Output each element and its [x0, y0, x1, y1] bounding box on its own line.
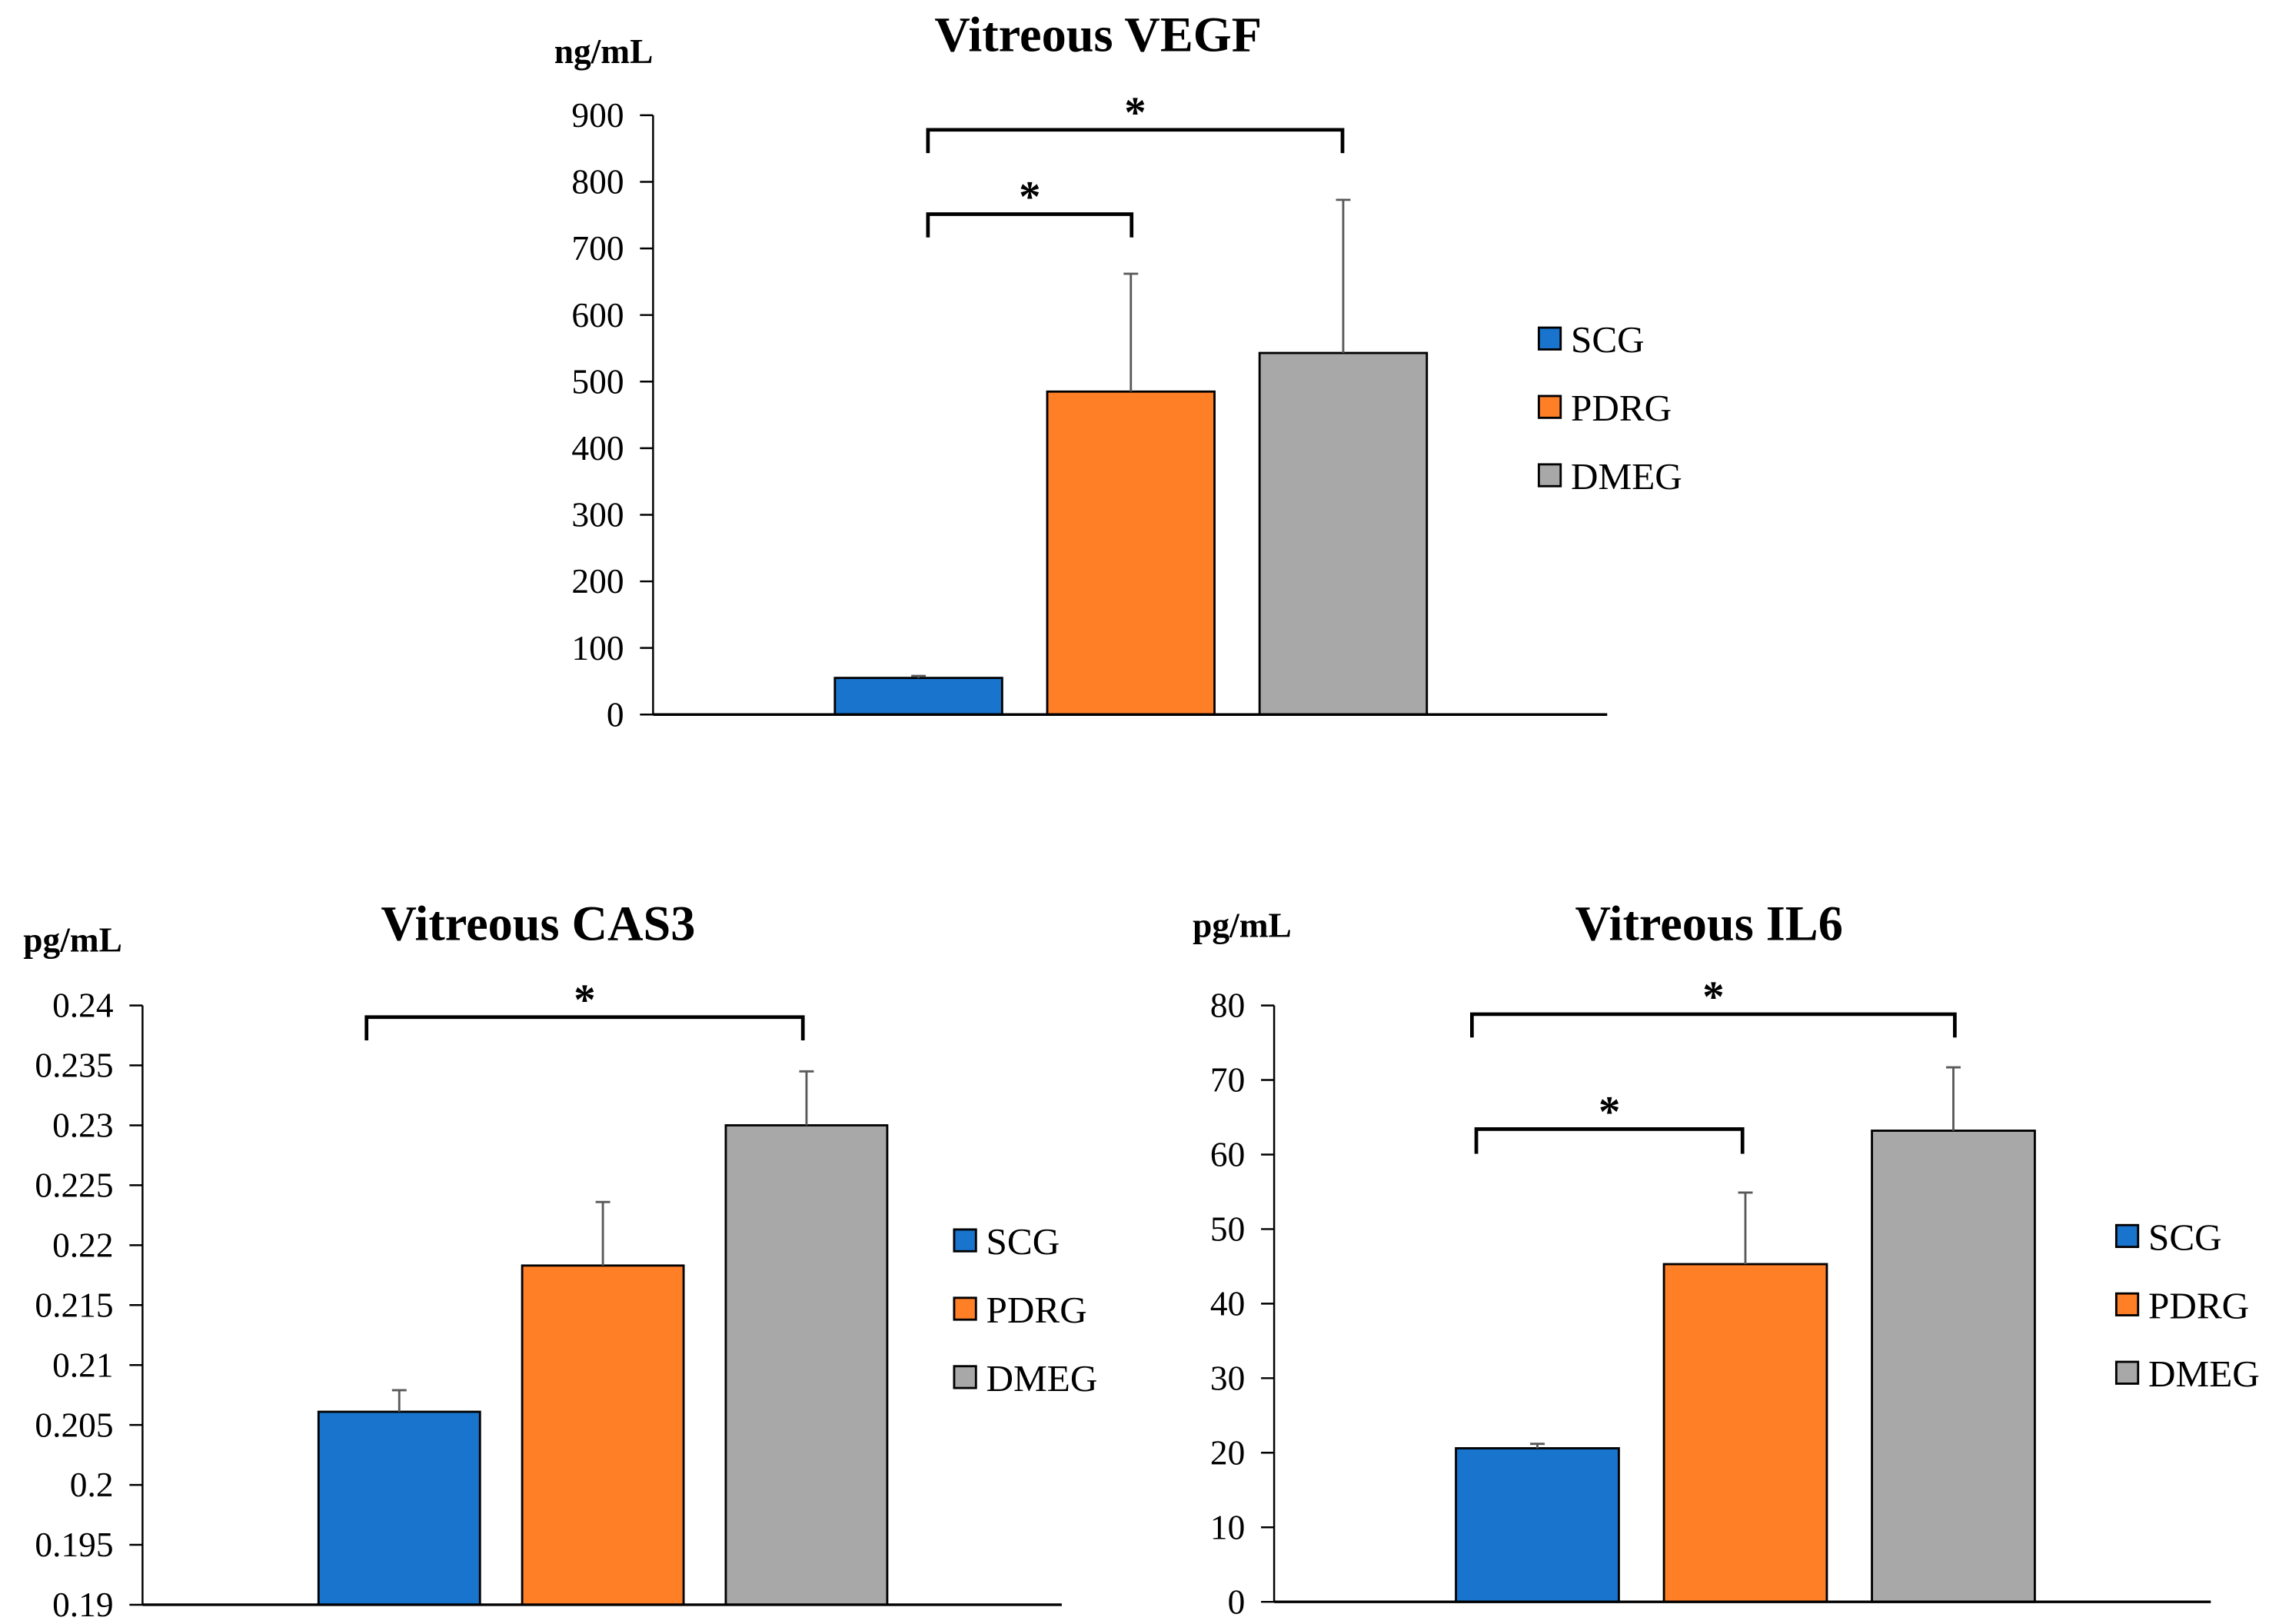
y-tick-label: 80: [1210, 987, 1245, 1025]
bar-dmeg: [724, 1124, 889, 1606]
y-tick-label: 0.21: [52, 1346, 113, 1384]
y-tick-label: 0.23: [52, 1107, 113, 1145]
y-axis-unit: pg/mL: [1193, 907, 1292, 945]
y-tick-label: 500: [571, 362, 624, 401]
y-tick-label: 700: [571, 229, 624, 268]
legend-label: PDRG: [1571, 387, 1672, 429]
bar-pdrg: [521, 1264, 685, 1606]
y-tick-label: 900: [571, 96, 624, 135]
y-tick-label: 0.24: [52, 987, 113, 1025]
bar-scg: [833, 677, 1003, 716]
significance-bracket: [1470, 1012, 1957, 1038]
legend-label: DMEG: [986, 1357, 1098, 1399]
y-tick-label: 40: [1210, 1285, 1245, 1323]
y-tick-label: 50: [1210, 1210, 1245, 1249]
y-tick-label: 200: [571, 562, 624, 601]
significance-bracket: [364, 1015, 805, 1040]
y-tick-label: 600: [571, 296, 624, 334]
legend-label: PDRG: [2148, 1284, 2249, 1326]
legend-swatch: [1537, 463, 1562, 488]
y-tick-label: 70: [1210, 1061, 1245, 1100]
bar-dmeg: [1871, 1130, 2036, 1603]
legend-swatch: [2114, 1292, 2140, 1316]
legend-label: PDRG: [986, 1289, 1087, 1331]
legend-swatch: [1537, 326, 1562, 351]
chart-vegf: Vitreous VEGF ng/mL 0 100 200 300 400 500 600 7…: [554, 8, 1682, 734]
legend-label: DMEG: [2148, 1353, 2260, 1395]
y-tick-label: 0.22: [52, 1226, 113, 1264]
bar-scg: [317, 1410, 481, 1606]
significance-label: *: [1124, 88, 1146, 137]
y-tick-label: 10: [1210, 1508, 1245, 1546]
bar-pdrg: [1046, 390, 1216, 716]
legend-swatch: [2114, 1360, 2140, 1385]
y-tick-label: 0.235: [35, 1047, 113, 1085]
legend-swatch: [953, 1228, 977, 1253]
y-tick-label: 0: [607, 695, 624, 734]
chart-cas3: Vitreous CAS3 pg/mL 0.19 0.195 0.2 0.205 0.2…: [23, 896, 1097, 1624]
legend-label: DMEG: [1571, 455, 1682, 498]
legend-swatch: [1537, 394, 1562, 419]
y-tick-label: 0.19: [52, 1586, 113, 1624]
y-tick-label: 800: [571, 163, 624, 201]
significance-label: *: [1019, 173, 1040, 221]
y-tick-label: 0.195: [35, 1526, 113, 1564]
chart-title: Vitreous VEGF: [934, 8, 1262, 62]
y-tick-label: 0.215: [35, 1286, 113, 1324]
y-tick-label: 0: [1228, 1582, 1246, 1621]
chart-title: Vitreous IL6: [1575, 896, 1843, 950]
bar-pdrg: [1662, 1263, 1828, 1603]
y-tick-label: 0.205: [35, 1406, 113, 1444]
y-tick-label: 0.225: [35, 1166, 113, 1205]
significance-label: *: [574, 976, 595, 1024]
y-tick-label: 60: [1210, 1136, 1245, 1174]
bar-scg: [1455, 1447, 1620, 1603]
y-axis-unit: ng/mL: [554, 32, 654, 71]
legend-swatch: [2114, 1223, 2140, 1249]
chart-title: Vitreous CAS3: [381, 896, 695, 950]
chart-il6: Vitreous IL6 pg/mL 0 10 20 30 40 50 60 70 80 SCG P…: [1193, 896, 2260, 1621]
y-axis-unit: pg/mL: [23, 921, 122, 960]
significance-label: *: [1599, 1088, 1620, 1136]
y-tick-label: 20: [1210, 1433, 1245, 1472]
bar-dmeg: [1258, 351, 1429, 716]
legend-label: SCG: [2148, 1216, 2222, 1258]
y-tick-label: 100: [571, 629, 624, 667]
significance-bracket: [926, 128, 1345, 154]
legend-label: SCG: [986, 1220, 1060, 1263]
y-tick-label: 300: [571, 496, 624, 534]
significance-bracket: [926, 212, 1134, 238]
legend-label: SCG: [1571, 318, 1645, 361]
y-tick-label: 400: [571, 429, 624, 468]
y-tick-label: 0.2: [70, 1466, 114, 1504]
significance-bracket: [1474, 1127, 1745, 1154]
y-tick-label: 30: [1210, 1359, 1245, 1397]
significance-label: *: [1702, 973, 1724, 1021]
legend-swatch: [953, 1296, 977, 1321]
legend-swatch: [953, 1365, 977, 1389]
